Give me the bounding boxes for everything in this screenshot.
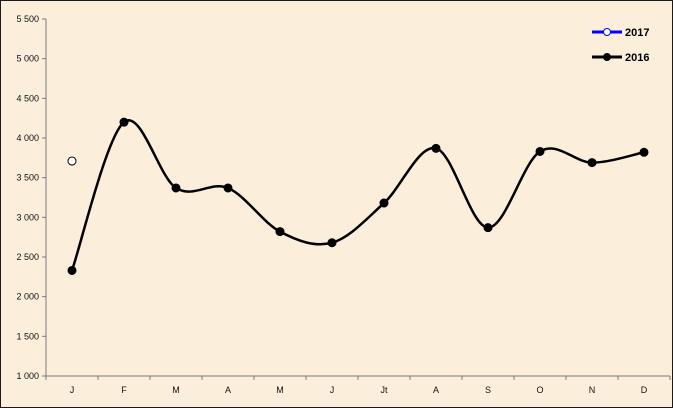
data-point-2016	[483, 223, 493, 233]
x-tick-label: O	[536, 385, 543, 395]
data-point-2016	[535, 146, 545, 156]
x-tick-label: M	[276, 385, 284, 395]
x-tick-label: Jt	[380, 385, 388, 395]
x-tick-label: D	[641, 385, 648, 395]
data-point-2016	[379, 198, 389, 208]
data-point-2016	[431, 143, 441, 153]
series-line-2016	[70, 119, 645, 271]
data-point-2016	[119, 117, 129, 127]
data-point-2016	[639, 147, 649, 157]
y-tick-label: 4 000	[16, 133, 39, 143]
legend-marker-2016	[603, 53, 611, 61]
y-tick-label: 2 500	[16, 252, 39, 262]
y-tick-label: 3 500	[16, 173, 39, 183]
data-point-2016	[171, 183, 181, 193]
data-point-2016	[327, 238, 337, 248]
legend-marker-2017	[603, 28, 611, 36]
x-tick-label: A	[433, 385, 439, 395]
x-tick-label: J	[70, 385, 75, 395]
y-tick-label: 5 500	[16, 14, 39, 24]
x-tick-label: J	[330, 385, 335, 395]
x-tick-label: N	[589, 385, 596, 395]
data-point-2016	[223, 183, 233, 193]
y-tick-label: 5 000	[16, 54, 39, 64]
y-tick-label: 2 000	[16, 292, 39, 302]
x-tick-label: M	[172, 385, 180, 395]
y-tick-label: 4 500	[16, 93, 39, 103]
x-tick-label: A	[225, 385, 231, 395]
legend-label-2017: 2017	[625, 27, 649, 39]
data-point-2016	[275, 227, 285, 237]
data-point-2016	[67, 265, 77, 275]
legend-label-2016: 2016	[625, 52, 649, 64]
x-tick-label: S	[485, 385, 491, 395]
y-tick-label: 1 500	[16, 331, 39, 341]
data-point-2016	[587, 158, 597, 168]
data-point-2017	[67, 156, 77, 166]
x-tick-label: F	[121, 385, 127, 395]
y-tick-label: 3 000	[16, 212, 39, 222]
y-tick-label: 1 000	[16, 371, 39, 381]
